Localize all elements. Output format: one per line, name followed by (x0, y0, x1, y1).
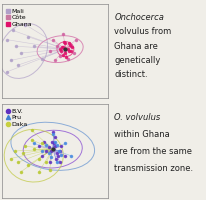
Text: genetically: genetically (114, 56, 160, 65)
Text: Ghana are: Ghana are (114, 42, 158, 51)
Text: are from the same: are from the same (114, 147, 192, 156)
Text: Onchocerca: Onchocerca (114, 13, 164, 22)
Text: transmission zone.: transmission zone. (114, 164, 193, 173)
Legend: Mali, Côte, Ghana: Mali, Côte, Ghana (5, 7, 33, 28)
Legend: B.V., Pru, Daka: B.V., Pru, Daka (5, 107, 29, 128)
Text: volvulus from: volvulus from (114, 27, 171, 36)
Text: within Ghana: within Ghana (114, 130, 169, 139)
Text: O. volvulus: O. volvulus (114, 113, 160, 122)
Text: distinct.: distinct. (114, 70, 147, 79)
